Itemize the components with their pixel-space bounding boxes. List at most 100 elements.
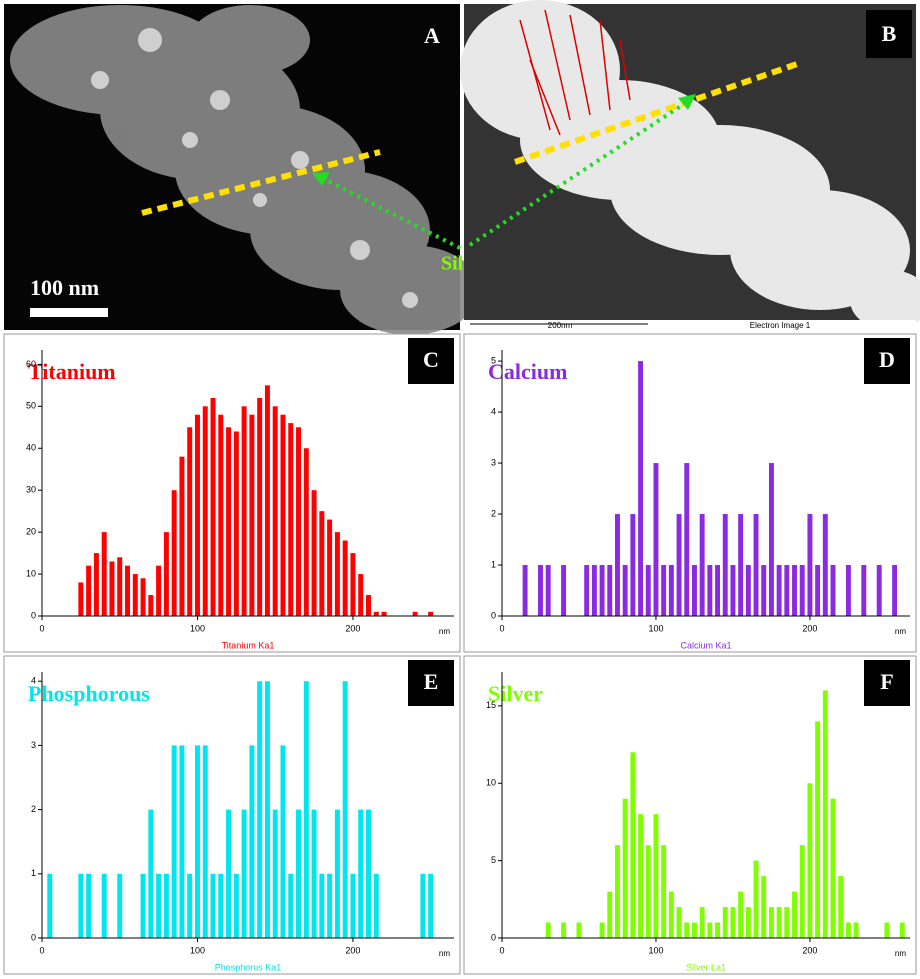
bar <box>319 873 325 938</box>
bar <box>776 565 782 616</box>
bar <box>722 907 728 938</box>
bar <box>78 873 84 938</box>
bar <box>707 922 713 938</box>
bar <box>280 745 286 938</box>
bar <box>334 809 340 938</box>
bar <box>210 873 216 938</box>
x-unit: nm <box>895 949 906 958</box>
bar <box>373 611 379 616</box>
bar <box>584 565 590 616</box>
bar <box>661 845 667 938</box>
y-tick-label: 2 <box>491 508 496 518</box>
pointer-arrowhead <box>678 94 696 110</box>
bright-particles <box>91 28 418 308</box>
panel-label: B <box>882 21 897 46</box>
y-tick-label: 15 <box>486 700 496 710</box>
bar <box>630 514 636 616</box>
pointer-arrowhead <box>312 172 330 186</box>
bar <box>187 873 193 938</box>
bar <box>109 561 115 616</box>
bar <box>171 745 177 938</box>
bar <box>792 565 797 616</box>
y-tick-label: 20 <box>26 527 36 537</box>
y-tick-label: 5 <box>491 855 496 865</box>
bar <box>78 582 84 616</box>
bar <box>645 845 651 938</box>
bar <box>768 463 774 616</box>
bar <box>599 565 605 616</box>
bar <box>218 873 224 938</box>
bar <box>226 809 232 938</box>
x-unit: nm <box>439 627 450 636</box>
bar <box>187 427 193 616</box>
panel-label-box <box>866 10 912 58</box>
bar <box>93 553 99 616</box>
bar <box>148 595 154 616</box>
bar <box>845 565 851 616</box>
bar <box>140 873 146 938</box>
bar <box>676 514 682 616</box>
bar <box>156 565 162 616</box>
bar <box>738 891 744 938</box>
y-tick-label: 10 <box>486 778 496 788</box>
bar <box>101 532 107 616</box>
bar <box>815 565 821 616</box>
bar <box>241 809 247 938</box>
bar <box>545 922 551 938</box>
bar <box>545 565 551 616</box>
bar <box>381 611 387 616</box>
bar <box>148 809 154 938</box>
bar <box>730 565 736 616</box>
x-tick-label: 100 <box>648 623 663 633</box>
bar <box>117 873 123 938</box>
x-tick-label: 0 <box>499 945 504 955</box>
legend-entry: Calcium <box>488 359 567 384</box>
bar <box>899 922 905 938</box>
bar <box>715 565 721 616</box>
bar <box>830 565 836 616</box>
bar <box>86 565 92 616</box>
y-tick-label: 3 <box>31 740 36 750</box>
bar <box>272 406 278 616</box>
bar <box>761 876 767 938</box>
bar <box>784 907 790 938</box>
bar <box>638 814 644 938</box>
y-tick-label: 0 <box>31 610 36 620</box>
bar <box>272 809 278 938</box>
bar <box>179 745 185 938</box>
y-tick-label: 1 <box>31 868 36 878</box>
bar <box>342 681 348 938</box>
x-tick-label: 200 <box>802 623 817 633</box>
bar <box>288 423 294 616</box>
y-tick-label: 2 <box>31 804 36 814</box>
x-tick-label: 0 <box>39 623 44 633</box>
bar <box>296 427 302 616</box>
bar <box>428 611 434 616</box>
bar <box>132 574 138 616</box>
bar <box>350 873 356 938</box>
bar <box>691 922 697 938</box>
bar <box>311 490 317 616</box>
bar <box>334 532 340 616</box>
x-axis-label: Calcium Ka1 <box>680 640 731 650</box>
y-tick-label: 0 <box>491 932 496 942</box>
bar <box>668 565 674 616</box>
bar <box>218 414 224 616</box>
panel-label-box <box>408 660 454 706</box>
bar <box>807 783 813 938</box>
bar <box>599 922 605 938</box>
legend-entry: Silver <box>488 681 543 706</box>
bar <box>257 681 263 938</box>
y-tick-label: 50 <box>26 401 36 411</box>
bar <box>753 514 759 616</box>
bar <box>522 565 528 616</box>
bar <box>630 752 636 938</box>
bar <box>822 514 828 616</box>
bar <box>892 565 898 616</box>
bar <box>296 809 302 938</box>
panel-a: A 100 nm Silver <box>4 4 491 335</box>
x-unit: nm <box>439 949 450 958</box>
scan-line <box>514 60 801 165</box>
bar <box>699 907 705 938</box>
info-bar <box>464 320 916 330</box>
